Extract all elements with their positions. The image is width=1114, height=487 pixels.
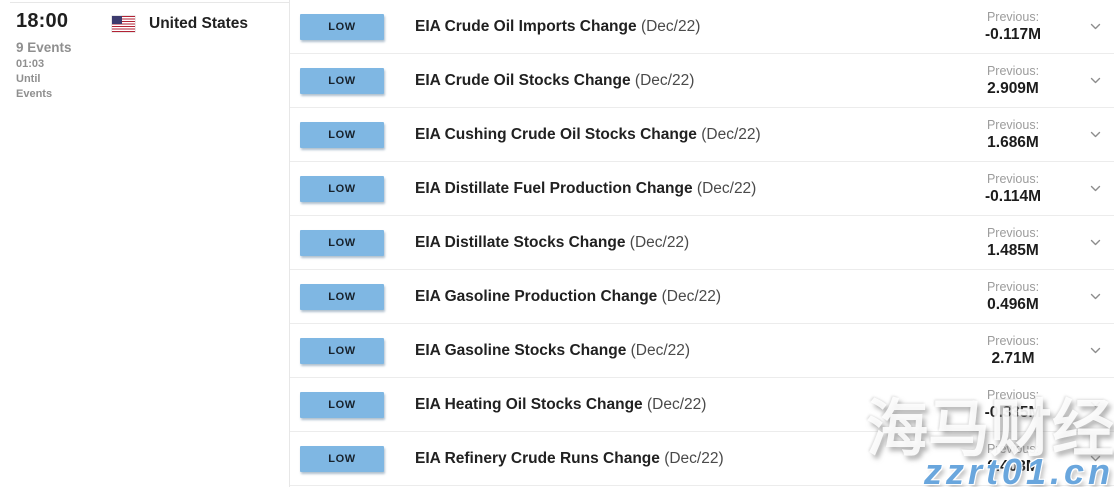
event-date: (Dec/22)	[629, 233, 690, 251]
until-label-line2: Events	[16, 88, 53, 100]
previous-label: Previous:	[986, 171, 1040, 186]
impact-badge-low: LOW	[300, 121, 384, 148]
previous-label: Previous:	[986, 9, 1040, 24]
event-row[interactable]: LOW EIA Gasoline Production Change (Dec/…	[290, 270, 1114, 324]
countdown-timer: 01:03	[16, 58, 45, 70]
previous-label: Previous:	[986, 225, 1040, 240]
previous-block: Previous: 2.71M	[940, 333, 1086, 369]
chevron-down-icon[interactable]	[1090, 77, 1101, 85]
event-row[interactable]: LOW EIA Distillate Stocks Change (Dec/22…	[290, 216, 1114, 270]
previous-value: 1.686M	[987, 133, 1039, 151]
event-title: EIA Distillate Fuel Production Change (D…	[415, 180, 756, 198]
event-row[interactable]: LOW EIA Crude Oil Imports Change (Dec/22…	[290, 0, 1114, 54]
chevron-down-icon[interactable]	[1090, 185, 1101, 193]
until-label-line1: Until	[16, 73, 41, 85]
chevron-down-icon[interactable]	[1090, 293, 1101, 301]
impact-badge-low: LOW	[300, 391, 384, 418]
previous-block: Previous: 2.909M	[940, 63, 1086, 99]
event-name: EIA Cushing Crude Oil Stocks Change	[415, 125, 697, 143]
impact-badge-low: LOW	[300, 229, 384, 256]
impact-badge-low: LOW	[300, 175, 384, 202]
previous-label: Previous:	[986, 333, 1040, 348]
event-name: EIA Crude Oil Imports Change	[415, 17, 637, 35]
event-name: EIA Crude Oil Stocks Change	[415, 71, 631, 89]
event-title: EIA Gasoline Production Change (Dec/22)	[415, 288, 721, 306]
event-name: EIA Heating Oil Stocks Change	[415, 395, 643, 413]
event-name: EIA Gasoline Production Change	[415, 287, 658, 305]
chevron-down-icon[interactable]	[1090, 23, 1101, 31]
event-title: EIA Gasoline Stocks Change (Dec/22)	[415, 342, 690, 360]
event-title: EIA Distillate Stocks Change (Dec/22)	[415, 234, 689, 252]
previous-value: -0.117M	[984, 25, 1041, 43]
previous-block: Previous: -0.117M	[940, 9, 1086, 45]
chevron-down-icon[interactable]	[1090, 239, 1101, 247]
time-block: 18:00 9 Events 01:03 Until Events	[16, 10, 72, 100]
previous-label: Previous:	[986, 387, 1040, 402]
previous-value: 0.496M	[987, 295, 1039, 313]
event-title: EIA Cushing Crude Oil Stocks Change (Dec…	[415, 126, 761, 144]
event-name: EIA Refinery Crude Runs Change	[415, 449, 660, 467]
chevron-down-icon[interactable]	[1090, 131, 1101, 139]
event-rows: LOW EIA Crude Oil Imports Change (Dec/22…	[290, 0, 1114, 486]
event-row[interactable]: LOW EIA Crude Oil Stocks Change (Dec/22)…	[290, 54, 1114, 108]
event-row[interactable]: LOW EIA Heating Oil Stocks Change (Dec/2…	[290, 378, 1114, 432]
event-date: (Dec/22)	[634, 71, 695, 89]
previous-block: Previous: -0.114M	[940, 171, 1086, 207]
event-row[interactable]: LOW EIA Refinery Crude Runs Change (Dec/…	[290, 432, 1114, 486]
event-date: (Dec/22)	[646, 395, 707, 413]
previous-value: -0.114M	[984, 187, 1041, 205]
chevron-down-icon[interactable]	[1090, 455, 1101, 463]
previous-label: Previous:	[986, 441, 1040, 456]
previous-label: Previous:	[986, 63, 1040, 78]
previous-value: 0.403M	[987, 457, 1039, 475]
event-row[interactable]: LOW EIA Distillate Fuel Production Chang…	[290, 162, 1114, 216]
impact-badge-low: LOW	[300, 67, 384, 94]
impact-badge-low: LOW	[300, 283, 384, 310]
chevron-down-icon[interactable]	[1090, 347, 1101, 355]
event-time: 18:00	[16, 10, 69, 32]
events-count: 9 Events	[16, 40, 72, 55]
event-title: EIA Crude Oil Stocks Change (Dec/22)	[415, 72, 694, 90]
previous-block: Previous: 0.496M	[940, 279, 1086, 315]
impact-badge-low: LOW	[300, 13, 384, 40]
country-name: United States	[149, 15, 249, 32]
event-date: (Dec/22)	[701, 125, 761, 143]
previous-value: 1.485M	[987, 241, 1039, 259]
event-date: (Dec/22)	[664, 449, 724, 467]
event-name: EIA Distillate Stocks Change	[415, 233, 626, 251]
previous-label: Previous:	[986, 117, 1040, 132]
event-title: EIA Crude Oil Imports Change (Dec/22)	[415, 18, 700, 36]
event-row[interactable]: LOW EIA Cushing Crude Oil Stocks Change …	[290, 108, 1114, 162]
chevron-down-icon[interactable]	[1090, 401, 1101, 409]
previous-value: -0.335M	[984, 403, 1042, 421]
country-block: United States	[112, 15, 248, 33]
event-date: (Dec/22)	[661, 287, 722, 305]
time-country-panel: 18:00 9 Events 01:03 Until Events United…	[0, 0, 290, 487]
previous-block: Previous: -0.335M	[940, 387, 1086, 423]
previous-block: Previous: 1.485M	[940, 225, 1086, 261]
impact-badge-low: LOW	[300, 337, 384, 364]
previous-block: Previous: 0.403M	[940, 441, 1086, 477]
event-date: (Dec/22)	[640, 17, 701, 35]
previous-label: Previous:	[986, 279, 1040, 294]
event-name: EIA Distillate Fuel Production Change	[415, 179, 693, 197]
impact-badge-low: LOW	[300, 445, 384, 472]
event-title: EIA Refinery Crude Runs Change (Dec/22)	[415, 450, 724, 468]
event-title: EIA Heating Oil Stocks Change (Dec/22)	[415, 396, 706, 414]
event-name: EIA Gasoline Stocks Change	[415, 341, 627, 359]
event-row[interactable]: LOW EIA Gasoline Stocks Change (Dec/22) …	[290, 324, 1114, 378]
previous-block: Previous: 1.686M	[940, 117, 1086, 153]
event-date: (Dec/22)	[630, 341, 691, 359]
previous-value: 2.71M	[991, 349, 1035, 367]
us-flag-icon	[112, 16, 135, 32]
event-date: (Dec/22)	[696, 179, 757, 197]
previous-value: 2.909M	[987, 79, 1039, 97]
